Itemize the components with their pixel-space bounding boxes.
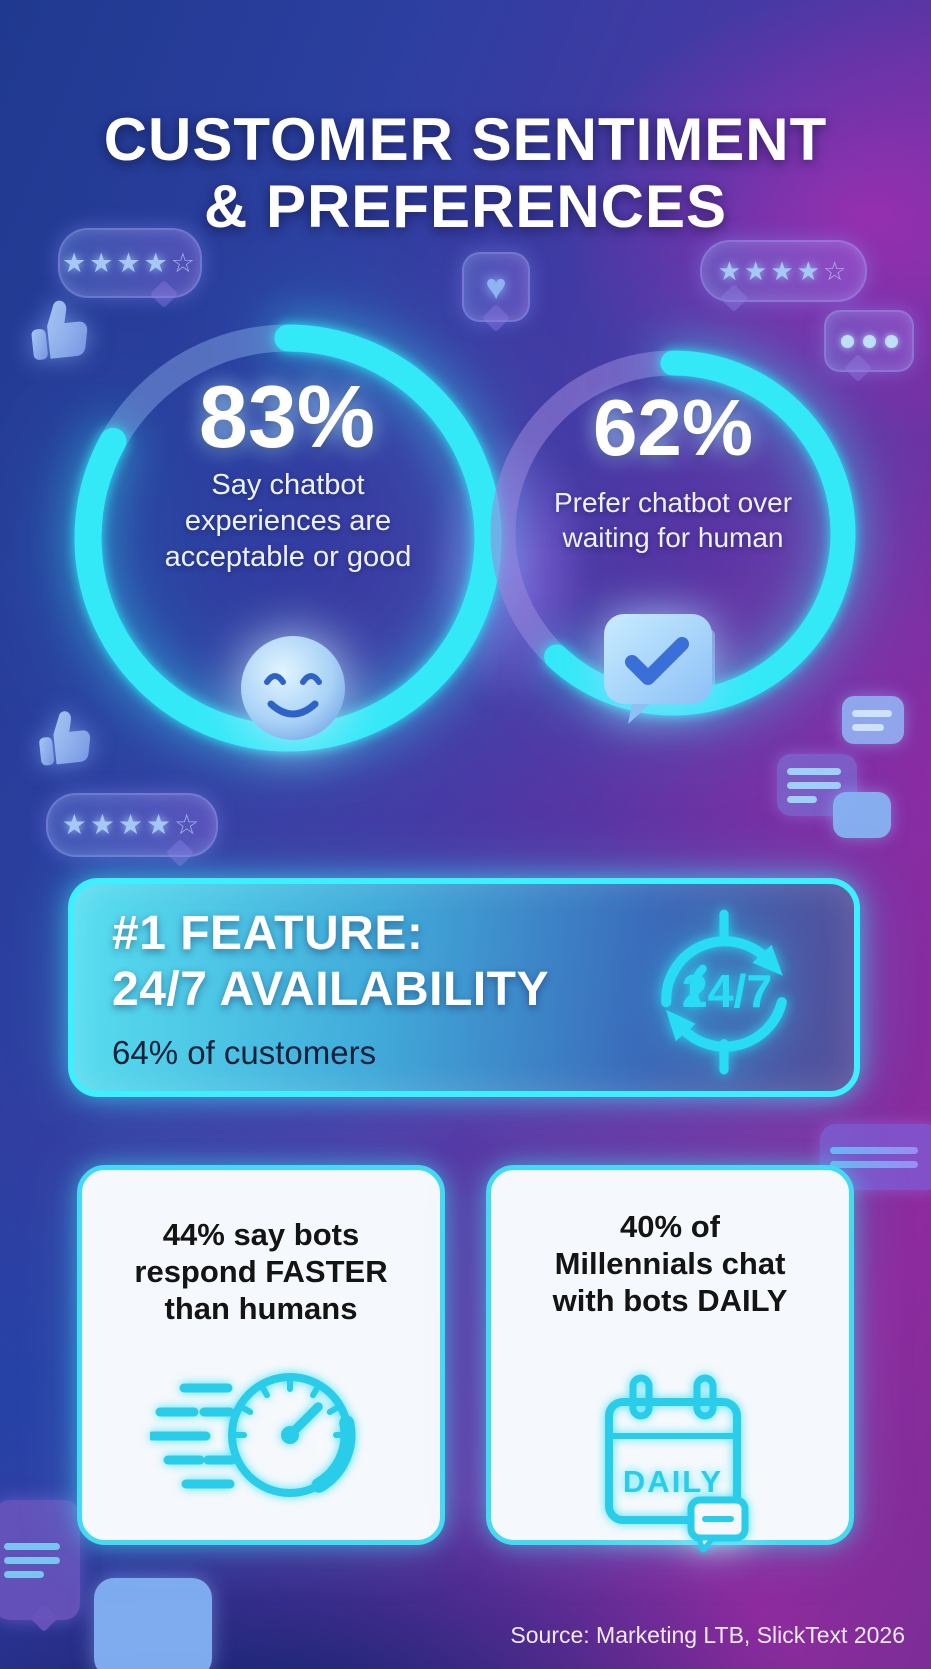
heart-bubble: ♥ [462,252,530,333]
chat-bubble [0,1500,80,1633]
check-bubble-icon [604,614,712,724]
star-rating-icon: ★★★★☆ [717,256,850,286]
typing-dots-icon [840,334,898,348]
typing-dots-bubble [824,310,914,383]
star-rating-bubble: ★★★★☆ [46,793,218,868]
feature-banner-title-line1: #1 FEATURE: [112,907,424,960]
calendar-icon-label: DAILY [623,1464,723,1499]
24-7-icon-label: 24/7 [682,965,773,1017]
feature-banner-title: #1 FEATURE: 24/7 AVAILABILITY [112,906,549,1017]
smiley-icon [241,636,345,740]
thumbs-up-icon [31,300,88,360]
feature-banner-title-line2: 24/7 AVAILABILITY [112,962,550,1016]
star-rating-icon: ★★★★☆ [61,247,199,278]
heart-icon: ♥ [485,266,507,307]
stat-card-daily-text: 40% of Millennials chat with bots DAILY [552,1209,788,1319]
24-7-cycle-icon: 24/7 [661,909,787,1075]
star-rating-icon: ★★★★☆ [61,809,203,840]
page-title-line2: & PREFERENCES [203,173,728,241]
page-title: CUSTOMER SENTIMENT & PREFERENCES [0,106,931,240]
source-attribution: Source: Marketing LTB, SlickText 2026 [510,1622,905,1648]
chat-bubble [94,1578,212,1669]
feature-banner-subtitle: 64% of customers [112,1034,377,1071]
chat-bubble [833,792,891,838]
feature-banner: #1 FEATURE: 24/7 AVAILABILITY 64% of cus… [68,878,860,1097]
stat-card-faster-text: 44% say bots respond FASTER than humans [134,1217,388,1327]
stat-description-62: Prefer chatbot over waiting for human [553,487,793,553]
thumbs-up-icon [39,711,91,766]
star-rating-bubble: ★★★★☆ [58,228,202,309]
stat-percent-62: 62% [592,383,754,472]
star-rating-bubble: ★★★★☆ [700,240,867,313]
stat-percent-83: 83% [198,367,376,466]
page-title-line1: CUSTOMER SENTIMENT [103,106,828,174]
stat-description-83: Say chatbot experiences are acceptable o… [164,469,412,573]
speedometer-icon [150,1373,356,1497]
stat-card-daily: 40% of Millennials chat with bots DAILY [486,1165,854,1545]
chat-bubble [842,696,904,744]
daily-calendar-icon: DAILY [605,1374,749,1552]
